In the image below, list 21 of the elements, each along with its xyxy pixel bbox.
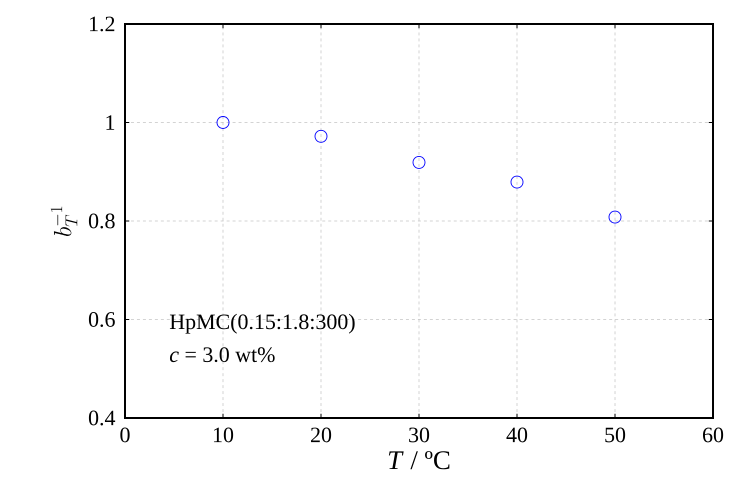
point [510,176,524,189]
x-tick-label: 40 [506,428,528,442]
point [608,210,622,224]
x-tick-label: 20 [311,428,332,442]
y-tick-label: 0.8 [88,214,115,228]
y-tick-label: 0.4 [88,410,116,426]
y-tick-label: 1.2 [90,16,114,32]
y-tick-label: 1 [106,115,114,130]
y-tick-label: 0.6 [88,312,115,327]
x-tick-label: 30 [409,428,430,442]
x-tick-label: 60 [702,428,724,442]
point [216,116,230,129]
annotation: HpMC(0.15:1.8:300) [170,314,355,334]
point [412,156,426,169]
annotation: c = 3.0 wt% [170,347,275,362]
x-axis-title: T / ºC [388,451,450,470]
x-tick-label: 10 [214,428,234,442]
x-tick-label: 50 [605,428,626,442]
y-axis-title: $b_{T}^{-1}$ [50,206,78,236]
x-tick-label: 0 [120,428,130,442]
point [314,130,328,143]
